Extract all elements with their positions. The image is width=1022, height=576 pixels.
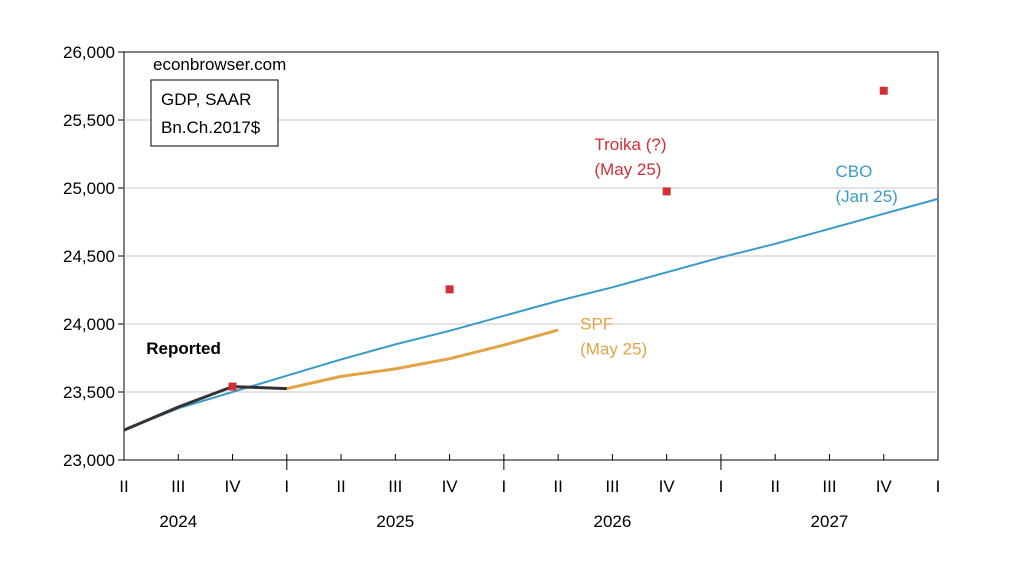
series-layer [123,86,939,432]
x-tick-label: IV [659,477,676,496]
series-line-1 [286,328,559,391]
annotation-cbo-line2: (Jan 25) [835,187,897,206]
series-marker-3-1 [445,285,454,294]
x-year-label: 2026 [593,512,631,531]
annotation-reported-line1: Reported [146,339,221,358]
x-tick-label: II [553,477,562,496]
x-tick-label: I [936,477,941,496]
series-line-2 [123,385,287,432]
y-axis: 23,000 23,500 24,000 24,500 25,000 25,500 26,0… [63,43,124,470]
x-year-label: 2025 [376,512,414,531]
y-tick-label: 23,500 [63,383,115,402]
legend-box-line2: Bn.Ch.2017$ [161,118,261,137]
series-marker-3-3 [879,86,888,95]
series-marker-3-0 [228,382,237,391]
annotation-cbo-line1: CBO [835,162,872,181]
x-tick-label: I [284,477,289,496]
x-tick-label: IV [876,477,893,496]
x-tick-label: IV [442,477,459,496]
annotation-spf-line2: (May 25) [580,339,647,358]
x-year-label: 2027 [811,512,849,531]
series-line-0 [123,197,939,432]
y-tick-label: 25,000 [63,179,115,198]
y-tick-label: 26,000 [63,43,115,62]
series-marker-3-2 [662,187,671,196]
y-tick-label: 24,500 [63,247,115,266]
x-tick-label: II [336,477,345,496]
annotation-troika-line2: (May 25) [594,160,661,179]
x-tick-label: III [605,477,619,496]
x-tick-label: IV [225,477,242,496]
y-tick-label: 24,000 [63,315,115,334]
x-tick-label: I [501,477,506,496]
y-tick-label: 23,000 [63,451,115,470]
x-tick-label: II [119,477,128,496]
annotations-layer: Reported SPF (May 25) Troika (?) (May 25) CBO… [146,135,898,359]
x-tick-label: III [171,477,185,496]
x-tick-label: II [770,477,779,496]
x-tick-label: III [822,477,836,496]
annotation-troika-line1: Troika (?) [594,135,666,154]
source-label: econbrowser.com [153,55,286,74]
y-tick-label: 25,500 [63,111,115,130]
legend-box: GDP, SAAR Bn.Ch.2017$ [150,79,279,147]
x-year-label: 2024 [159,512,197,531]
x-tick-label: III [388,477,402,496]
annotation-spf-line1: SPF [580,314,613,333]
legend-box-line1: GDP, SAAR [161,90,251,109]
x-tick-label: I [719,477,724,496]
